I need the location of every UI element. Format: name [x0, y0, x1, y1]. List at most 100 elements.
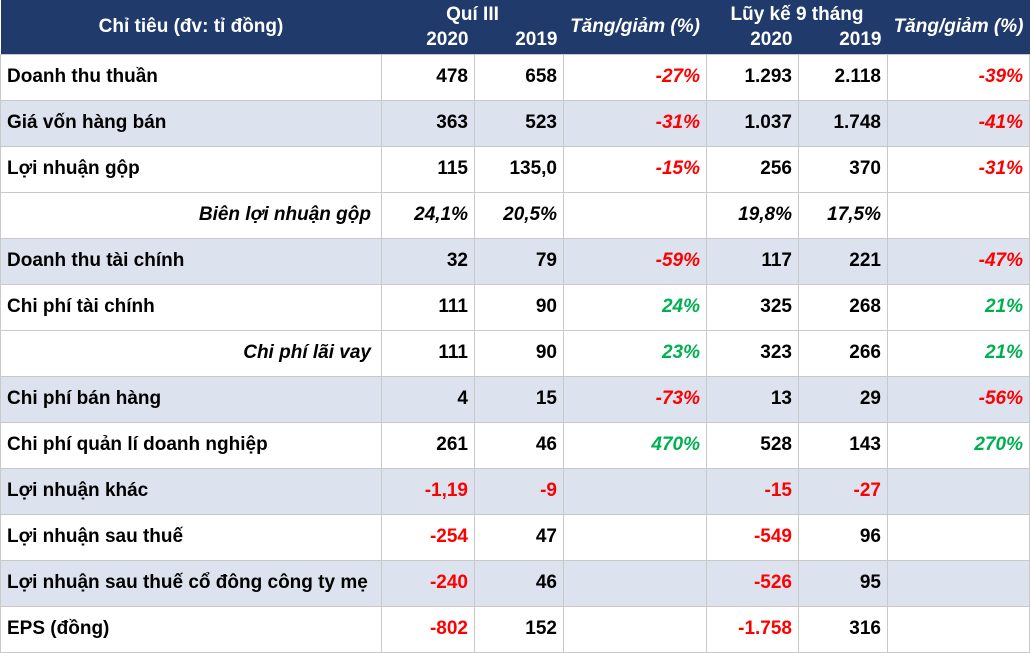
ytd-2020-value: -526 [706, 559, 799, 607]
q3-change-value [563, 559, 707, 607]
ytd-2020-value: 1.037 [706, 99, 799, 147]
table-row-financial-expense: Chi phí tài chính 111 90 24% 325 268 21% [0, 283, 1030, 331]
table-row-cogs: Giá vốn hàng bán 363 523 -31% 1.037 1.74… [0, 99, 1030, 147]
ytd-2020-value: -549 [706, 513, 799, 561]
q3-change-value: 23% [563, 329, 707, 377]
q3-2019-value: 79 [474, 237, 564, 285]
q3-2020-value: -254 [381, 513, 475, 561]
row-label: Chi phí tài chính [0, 283, 382, 331]
q3-2020-value: -1,19 [381, 467, 475, 515]
ytd-change-value: -56% [887, 375, 1030, 423]
row-label: Lợi nhuận sau thuế cổ đông công ty mẹ [0, 559, 382, 607]
header-q3-change: Tăng/giảm (%) [570, 15, 700, 37]
q3-2020-value: 24,1% [381, 191, 475, 239]
row-label: Lợi nhuận khác [0, 467, 382, 515]
q3-change-value [563, 513, 707, 561]
ytd-2019-value: 96 [798, 513, 888, 561]
q3-2020-value: 4 [381, 375, 475, 423]
q3-2020-value: 363 [381, 99, 475, 147]
row-label: Giá vốn hàng bán [0, 99, 382, 147]
header-ytd-group: Lũy kế 9 tháng 2020 2019 [707, 0, 888, 54]
header-q3-2019: 2019 [515, 28, 558, 50]
ytd-2019-value: 370 [798, 145, 888, 193]
q3-2019-value: 523 [474, 99, 564, 147]
ytd-2020-value: 117 [706, 237, 799, 285]
q3-2019-value: 152 [474, 605, 564, 653]
q3-2019-value: 90 [474, 283, 564, 331]
ytd-2019-value: 316 [798, 605, 888, 653]
q3-change-value [563, 605, 707, 653]
ytd-change-value: 270% [887, 421, 1030, 469]
ytd-change-value [887, 513, 1030, 561]
row-label: Chi phí lãi vay [0, 329, 382, 377]
q3-change-value: -15% [563, 145, 707, 193]
ytd-2019-value: 1.748 [798, 99, 888, 147]
ytd-2020-value: 528 [706, 421, 799, 469]
table-row-gross-margin: Biên lợi nhuận gộp 24,1% 20,5% 19,8% 17,… [0, 191, 1030, 239]
q3-change-value: 24% [563, 283, 707, 331]
q3-2020-value: 111 [381, 283, 475, 331]
ytd-2019-value: 221 [798, 237, 888, 285]
q3-2019-value: 47 [474, 513, 564, 561]
q3-2019-value: 135,0 [474, 145, 564, 193]
ytd-2019-value: 29 [798, 375, 888, 423]
ytd-2020-value: -15 [706, 467, 799, 515]
ytd-change-value: -39% [887, 53, 1030, 101]
ytd-change-value: 21% [887, 283, 1030, 331]
q3-change-value [563, 467, 707, 515]
ytd-2020-value: 1.293 [706, 53, 799, 101]
q3-change-value: -31% [563, 99, 707, 147]
q3-change-value: -73% [563, 375, 707, 423]
ytd-2020-value: 19,8% [706, 191, 799, 239]
row-label: Lợi nhuận gộp [0, 145, 382, 193]
ytd-2019-value: -27 [798, 467, 888, 515]
ytd-2019-value: 266 [798, 329, 888, 377]
row-label: Doanh thu thuần [0, 53, 382, 101]
q3-2019-value: 90 [474, 329, 564, 377]
table-row-financial-income: Doanh thu tài chính 32 79 -59% 117 221 -… [0, 237, 1030, 285]
ytd-2019-value: 2.118 [798, 53, 888, 101]
row-label: Chi phí bán hàng [0, 375, 382, 423]
q3-2019-value: 46 [474, 559, 564, 607]
q3-2019-value: 46 [474, 421, 564, 469]
table-row-net-revenue: Doanh thu thuần 478 658 -27% 1.293 2.118… [0, 53, 1030, 101]
row-label: Biên lợi nhuận gộp [0, 191, 382, 239]
q3-2019-value: 15 [474, 375, 564, 423]
row-label: EPS (đồng) [0, 605, 382, 653]
ytd-2019-value: 95 [798, 559, 888, 607]
ytd-2020-value: 13 [706, 375, 799, 423]
header-q3-group: Quí III 2020 2019 [382, 0, 564, 54]
table-row-eps: EPS (đồng) -802 152 -1.758 316 [0, 605, 1030, 653]
ytd-change-value [887, 467, 1030, 515]
table-row-admin-expense: Chi phí quản lí doanh nghiệp 261 46 470%… [0, 421, 1030, 469]
header-ytd-2020: 2020 [750, 28, 793, 50]
ytd-change-value: -47% [887, 237, 1030, 285]
ytd-2019-value: 143 [798, 421, 888, 469]
table-row-selling-expense: Chi phí bán hàng 4 15 -73% 13 29 -56% [0, 375, 1030, 423]
table-header-row: Chỉ tiêu (đv: tỉ đồng) Quí III 2020 2019… [0, 0, 1030, 54]
q3-2020-value: 32 [381, 237, 475, 285]
ytd-change-value: -31% [887, 145, 1030, 193]
ytd-change-value: -41% [887, 99, 1030, 147]
table-row-net-profit: Lợi nhuận sau thuế -254 47 -549 96 [0, 513, 1030, 561]
row-label: Doanh thu tài chính [0, 237, 382, 285]
ytd-2020-value: -1.758 [706, 605, 799, 653]
ytd-change-value [887, 559, 1030, 607]
q3-change-value: -27% [563, 53, 707, 101]
ytd-2019-value: 17,5% [798, 191, 888, 239]
q3-2019-value: -9 [474, 467, 564, 515]
ytd-2020-value: 256 [706, 145, 799, 193]
q3-2019-value: 658 [474, 53, 564, 101]
q3-2020-value: -802 [381, 605, 475, 653]
ytd-change-value [887, 605, 1030, 653]
table-row-parent-net-profit: Lợi nhuận sau thuế cổ đông công ty mẹ -2… [0, 559, 1030, 607]
q3-2020-value: 111 [381, 329, 475, 377]
ytd-2020-value: 325 [706, 283, 799, 331]
ytd-2020-value: 323 [706, 329, 799, 377]
header-q3-2020: 2020 [426, 28, 469, 50]
q3-change-value: 470% [563, 421, 707, 469]
ytd-change-value [887, 191, 1030, 239]
header-ytd-change: Tăng/giảm (%) [893, 15, 1024, 37]
q3-2019-value: 20,5% [474, 191, 564, 239]
